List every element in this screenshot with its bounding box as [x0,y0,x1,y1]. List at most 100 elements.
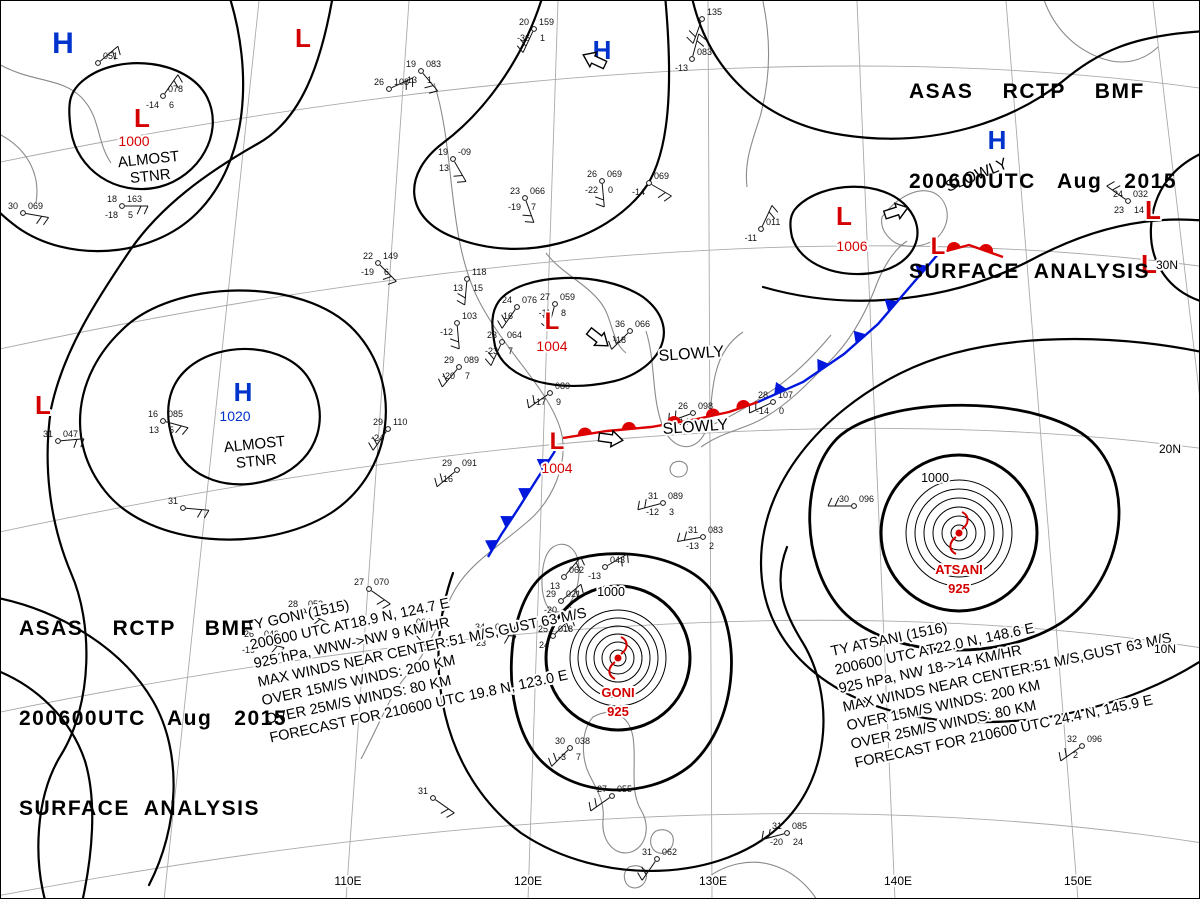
station-circle [646,180,652,186]
coastline [700,861,817,898]
station-extra: 7 [508,346,513,356]
station-temp: 29 [373,417,383,427]
wind-barb-tick [698,33,706,41]
wind-barb-tick [376,599,385,605]
isobar [167,347,321,486]
warm-front-semicircle [736,400,751,410]
station-extra: 15 [473,283,483,293]
wind-barb-tick [457,292,466,299]
wind-barb-tick [637,500,640,510]
station-pressure: 103 [462,311,477,321]
motion-arrow-icon [882,202,909,221]
pressure-value: 1020 [219,408,250,424]
station-extra: 0 [779,406,784,416]
pressure-letter: L [836,201,852,231]
station-pressure: 066 [635,319,650,329]
station-pressure: 083 [426,59,441,69]
meridian-line [345,1,410,898]
wind-barb-tick [497,320,503,329]
wind-barb-tick [553,752,558,762]
station-plot: 30 096 [827,494,874,509]
wind-barb [637,503,661,511]
station-plot: 26 108 [374,77,414,92]
typhoon-ring [932,506,986,560]
station-circle [20,210,26,216]
station-dewpoint: 2 [1073,750,1078,760]
wind-barb [522,31,534,53]
station-circle [418,68,424,74]
coastline [669,460,688,478]
isobar [691,1,1199,140]
station-dewpoint: -11 [539,308,551,318]
station-plot: 34 043 23 [475,622,517,648]
wind-barb-tick [522,214,532,217]
wind-barb-tick [637,872,643,881]
station-extra: 1 [540,33,545,43]
wind-barb-tick [1106,181,1115,187]
motion-arrow-icon [582,51,608,70]
parallel-line [1,619,1199,713]
wind-barb [164,74,179,94]
wind-barb [528,394,548,409]
station-pressure: -09 [458,147,471,157]
wind-barb-tick [565,622,570,632]
wind-barb [305,611,327,623]
latitude-label: 10N [1154,642,1176,656]
station-pressure: 083 [708,525,723,535]
wind-barb-tick [771,205,779,213]
station-extra: 6 [384,267,389,277]
wind-barb [60,438,84,442]
pressure-value: 1006 [836,238,867,254]
station-circle [160,93,166,99]
isobar [1149,153,1199,302]
station-circle [522,195,528,201]
latitude-label: 20N [1159,442,1181,456]
station-circle [95,60,101,66]
station-circle [531,26,537,32]
station-extra: 5 [169,425,174,435]
station-pressure: 062 [662,847,677,857]
station-dewpoint: -14 [632,187,645,197]
station-circle [609,793,615,799]
wind-barb-tick [117,46,121,56]
wind-barb [99,45,119,62]
pressure-letter: H [234,377,253,407]
wind-barb [611,332,629,350]
wind-barb [490,344,502,366]
slowly-label: SLOWLY [658,343,725,365]
station-temp: 29 [444,355,454,365]
station-circle [386,86,392,92]
station-pressure: 043 [610,555,625,565]
motion-arrow-icon [585,326,609,347]
station-plot: 26 049 -19 [242,629,285,655]
wind-barb-tick [594,797,597,807]
wind-barb [554,617,572,635]
tropical-cyclone-icon [949,511,969,555]
station-pressure: 096 [859,494,874,504]
station-plot: 27 055 [588,784,632,812]
pressure-center-l: L 1004 [534,306,569,356]
coastline [650,829,674,854]
station-pressure: 021 [566,589,581,599]
title-block-bottom: ASAS RCTP BMF 200600UTC Aug 2015 SURFACE… [19,554,287,884]
station-extra: 9 [556,397,561,407]
wind-barb-tick [595,203,605,208]
wind-barb-tick [271,645,278,654]
station-pressure: 032 [1133,189,1148,199]
station-dewpoint: -12 [440,327,453,337]
station-circle [366,586,372,592]
station-circle [300,608,306,614]
longitude-label: 110E [334,874,361,888]
wind-barb [379,264,397,282]
wind-barb-tick [453,174,463,177]
station-dewpoint: 13 [439,163,449,173]
wind-barb-tick [382,603,391,609]
wind-barb-tick [761,830,764,840]
wind-barb-tick [683,531,688,541]
wind-barb [436,471,456,488]
station-temp: 27 [540,292,550,302]
station-dewpoint: -19 [361,267,374,277]
wind-barb [165,421,189,429]
coastline [360,82,564,760]
